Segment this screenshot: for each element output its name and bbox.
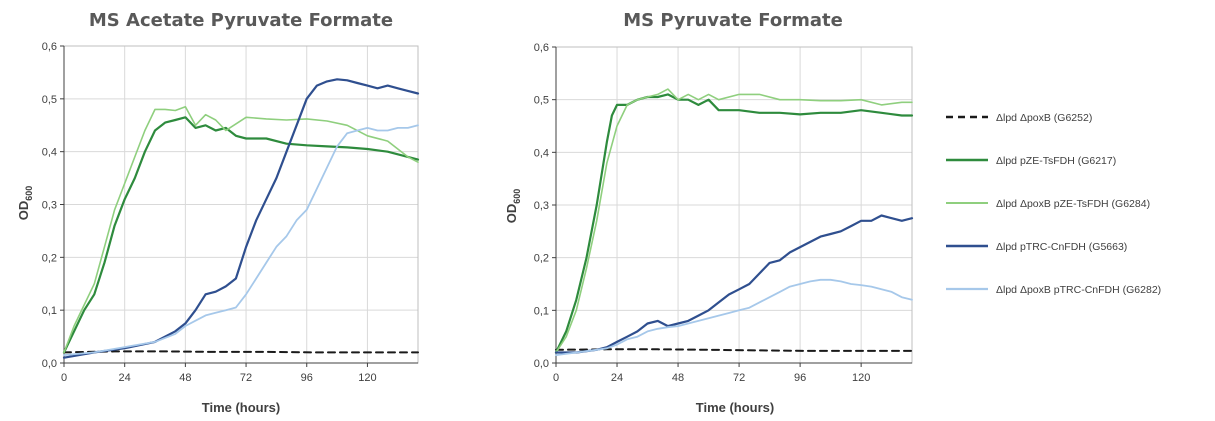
y-tick-label: 0,5 [42,94,57,106]
x-tick-label: 96 [301,372,313,384]
y-tick-label: 0,4 [42,147,57,159]
legend-label: Δlpd ΔpoxB pTRC-CnFDH (G6282) [996,284,1161,296]
x-tick-label: 120 [852,372,870,384]
x-tick-label: 24 [119,372,131,384]
series-line-2 [555,88,913,354]
chart-acetate-pyruvate-formate: MS Acetate Pyruvate Formate 0,0 0,1 0,2 0,3… [16,10,420,415]
chart-title: MS Pyruvate Formate [623,10,843,31]
y-axis-label-main: OD [504,204,519,224]
y-axis-label: OD600 [16,186,34,221]
series-line-3 [62,78,420,359]
legend-item: Δlpd pZE-TsFDH (G6217) [946,155,1116,167]
x-tick-label: 48 [179,372,191,384]
legend-item: Δlpd ΔpoxB (G6252) [946,112,1092,124]
series-line-3 [554,214,914,354]
y-tick-label: 0,2 [534,253,549,265]
y-tick-label: 0,3 [534,200,549,212]
series-line-4 [555,278,913,357]
y-tick-label: 0,6 [42,41,57,53]
series-line-0 [63,350,419,354]
y-axis-label-main: OD [16,201,31,221]
y-tick-label: 0,1 [42,305,57,317]
x-tick-label: 24 [611,372,623,384]
y-tick-label: 0,1 [534,305,549,317]
y-tick-label: 0,6 [534,42,549,54]
x-tick-label: 72 [733,372,745,384]
legend: Δlpd ΔpoxB (G6252) Δlpd pZE-TsFDH (G6217)… [946,112,1161,296]
legend-label: Δlpd pZE-TsFDH (G6217) [996,155,1116,167]
legend-item: Δlpd ΔpoxB pTRC-CnFDH (G6282) [946,284,1161,296]
x-tick-label: 0 [553,372,559,384]
series-line-2 [63,106,419,354]
legend-label: Δlpd ΔpoxB pZE-TsFDH (G6284) [996,198,1150,210]
legend-label: Δlpd pTRC-CnFDH (G5663) [996,241,1127,253]
y-axis-label-subscript: 600 [512,189,522,204]
y-tick-label: 0,0 [534,358,549,370]
x-tick-label: 0 [61,372,67,384]
x-axis-label: Time (hours) [696,400,775,415]
x-axis-label: Time (hours) [202,400,281,415]
y-tick-label: 0,5 [534,95,549,107]
y-axis-label-subscript: 600 [24,186,34,201]
series-line-0 [555,348,913,352]
y-tick-label: 0,2 [42,252,57,264]
chart-pyruvate-formate: MS Pyruvate Formate 0,0 0,1 0,2 0,3 0,4 0,5 0,… [504,10,914,415]
legend-item: Δlpd pTRC-CnFDH (G5663) [946,241,1127,253]
y-tick-label: 0,0 [42,358,57,370]
x-tick-label: 96 [794,372,806,384]
x-tick-label: 72 [240,372,252,384]
y-tick-label: 0,4 [534,147,549,159]
x-tick-label: 48 [672,372,684,384]
x-tick-label: 120 [358,372,376,384]
y-tick-label: 0,3 [42,200,57,212]
series-line-4 [63,124,419,357]
legend-item: Δlpd ΔpoxB pZE-TsFDH (G6284) [946,198,1150,210]
y-axis-label: OD600 [504,189,522,224]
legend-label: Δlpd ΔpoxB (G6252) [996,112,1092,124]
chart-title: MS Acetate Pyruvate Formate [89,10,393,31]
series-line-1 [554,93,914,354]
